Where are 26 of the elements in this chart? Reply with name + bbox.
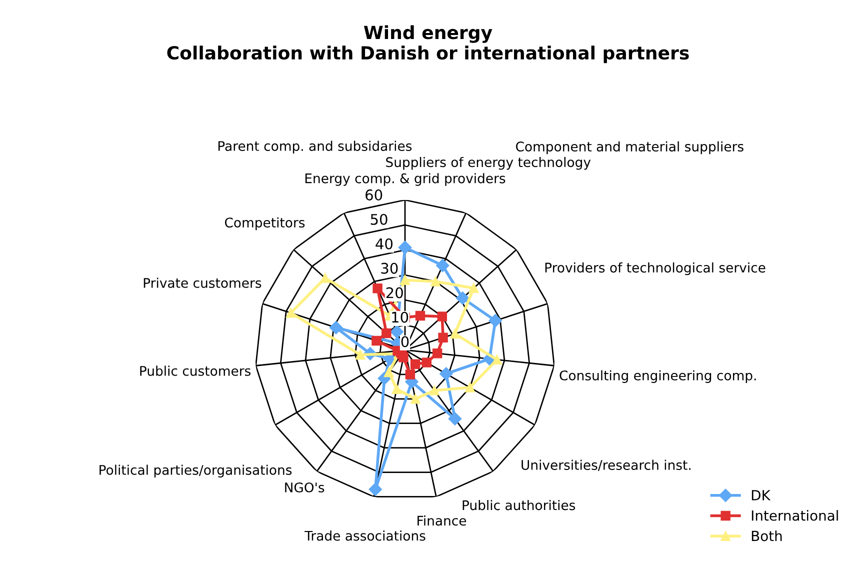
spoke-label: NGO's <box>285 482 324 492</box>
legend-label: Both <box>752 530 782 542</box>
spoke-label: Providers of technological service <box>545 262 766 276</box>
y-tick-label: 0 <box>401 336 409 348</box>
legend-label: International <box>752 510 838 521</box>
spoke-label: Competitors <box>224 217 305 230</box>
spoke-label: Universities/research inst. <box>522 460 690 472</box>
spoke-label: Component and material suppliers <box>516 141 744 154</box>
spoke-label: Energy comp. & grid providers <box>305 173 506 186</box>
spoke-label: Political parties/organisations <box>100 464 292 478</box>
y-tick-label: 60 <box>366 189 382 200</box>
spoke-label: Public authorities <box>462 500 576 510</box>
chart-title: Wind energy Collaboration with Danish or international partners <box>167 25 689 64</box>
legend-label: DK <box>752 490 771 500</box>
spoke-label: Parent comp. and subsidaries <box>218 140 412 154</box>
spoke-label: Public customers <box>140 366 251 376</box>
spoke-label: Trade associations <box>304 530 426 541</box>
y-tick-label: 10 <box>392 312 408 323</box>
y-tick-label: 50 <box>370 214 388 225</box>
spoke-label: Finance <box>418 515 466 526</box>
spoke-label: Suppliers of energy technology <box>386 156 591 170</box>
y-tick-label: 40 <box>376 238 393 250</box>
y-tick-label: 30 <box>381 262 398 274</box>
spoke-label: Consulting engineering comp. <box>560 370 756 383</box>
y-tick-label: 20 <box>386 287 403 298</box>
spoke-label: Private customers <box>144 278 262 288</box>
